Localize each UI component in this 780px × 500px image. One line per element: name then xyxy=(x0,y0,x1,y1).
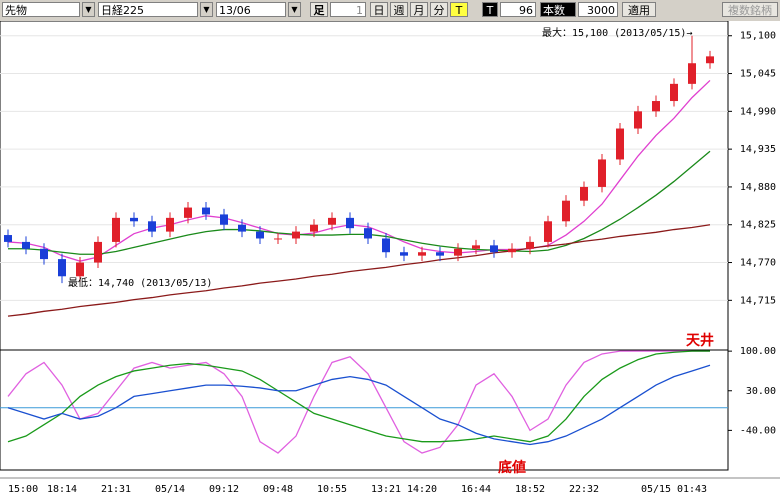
candle-body xyxy=(184,207,192,218)
bars-input[interactable]: 3000 xyxy=(578,2,618,17)
candle-body xyxy=(688,63,696,84)
y-tick-label: 14,715 xyxy=(740,295,776,306)
candle-body xyxy=(436,252,444,256)
x-tick-label: 09:12 xyxy=(209,484,239,495)
candle-body xyxy=(94,241,102,263)
minute-button[interactable]: 分 xyxy=(430,2,448,17)
candle-body xyxy=(4,235,12,242)
x-tick-label: 18:52 xyxy=(515,484,545,495)
y-tick-label: 14,825 xyxy=(740,220,776,231)
candle-body xyxy=(256,231,264,239)
candle-body xyxy=(22,241,30,249)
candle-body xyxy=(202,207,210,215)
series-line xyxy=(7,350,710,443)
candle-body xyxy=(328,217,336,225)
x-tick-label: 14:20 xyxy=(407,484,437,495)
x-tick-label: 09:48 xyxy=(263,484,293,495)
y-tick-label: 14,880 xyxy=(740,182,776,193)
candle-body xyxy=(490,245,498,253)
candle-body xyxy=(346,217,354,229)
series-line xyxy=(7,350,710,454)
tick-label: T xyxy=(482,2,498,17)
candle-body xyxy=(238,224,246,232)
x-tick-label: 22:32 xyxy=(569,484,599,495)
candle-body xyxy=(292,231,300,239)
contract-select[interactable]: 13/06 xyxy=(216,2,286,17)
plot-frame xyxy=(0,21,729,471)
candle-body xyxy=(112,217,120,242)
multi-button[interactable]: 複数銘柄 xyxy=(722,2,778,17)
candle-body xyxy=(670,83,678,102)
series-line xyxy=(8,150,711,255)
series-line xyxy=(7,364,711,446)
monthly-button[interactable]: 月 xyxy=(410,2,428,17)
candle-body xyxy=(562,200,570,222)
candle-body xyxy=(382,238,390,253)
candle-body xyxy=(472,245,480,249)
max-annotation: 最大：15,100 (2013/05/15)→ xyxy=(542,26,692,39)
bottom-annotation: 底値 xyxy=(498,459,526,476)
y-tick-label: 15,045 xyxy=(740,69,776,80)
x-tick-label: 16:44 xyxy=(461,484,491,495)
series-line xyxy=(7,79,711,262)
y-tick-label: 14,770 xyxy=(740,258,776,269)
count-label: 本数 xyxy=(540,2,576,17)
x-tick-label: 05/15 xyxy=(641,484,671,495)
weekly-button[interactable]: 週 xyxy=(390,2,408,17)
toolbar: 先物 ▼ 日経225 ▼ 13/06 ▼ 足 1 日 週 月 分 T T 96 本数 … xyxy=(0,0,780,21)
x-tick-label: 15:00 xyxy=(8,484,38,495)
count-input[interactable]: 96 xyxy=(500,2,536,17)
candle-body xyxy=(58,259,66,277)
candle-body xyxy=(580,186,588,201)
candle-body xyxy=(310,224,318,232)
candle-body xyxy=(634,111,642,129)
x-tick-label: 05/14 xyxy=(155,484,185,495)
candle-body xyxy=(148,221,156,232)
tick-button[interactable]: T xyxy=(450,2,468,17)
candle-body xyxy=(544,221,552,242)
x-tick-label: 21:31 xyxy=(101,484,131,495)
y-tick-label: 15,100 xyxy=(740,31,776,42)
market-select[interactable]: 先物 xyxy=(2,2,80,17)
candle-body xyxy=(166,217,174,232)
candle-body xyxy=(616,128,624,160)
candle-body xyxy=(652,101,660,112)
candle-body xyxy=(418,252,426,256)
y-tick-label: 14,935 xyxy=(740,144,776,155)
candle-body xyxy=(508,248,516,253)
dropdown[interactable]: ▼ xyxy=(288,2,301,17)
candle-body xyxy=(220,214,228,225)
y-tick-label: 14,990 xyxy=(740,106,776,117)
y-tick-label: 100.00 xyxy=(740,346,776,357)
top-annotation: 天井 xyxy=(686,332,714,349)
candle-body xyxy=(130,217,138,222)
candle-body xyxy=(526,241,534,249)
x-tick-label: 01:43 xyxy=(677,484,707,495)
y-tick-label: -40.00 xyxy=(740,425,776,436)
min-annotation: 最低：14,740 (2013/05/13) xyxy=(68,276,212,289)
candle-body xyxy=(40,248,48,260)
dropdown[interactable]: ▼ xyxy=(82,2,95,17)
x-tick-label: 18:14 xyxy=(47,484,77,495)
series-line xyxy=(7,224,711,317)
dropdown[interactable]: ▼ xyxy=(200,2,213,17)
candle-body xyxy=(400,252,408,256)
candle-body xyxy=(598,159,606,187)
chart: 15,100 15,045 14,990 14,935 14,880 14,825 14,7… xyxy=(0,21,780,495)
candle-body xyxy=(454,248,462,256)
apply-button[interactable]: 適用 xyxy=(622,2,656,17)
daily-button[interactable]: 日 xyxy=(370,2,388,17)
bar-label: 足 xyxy=(310,2,328,17)
candle-body xyxy=(364,228,372,239)
y-tick-label: 30.00 xyxy=(746,386,776,397)
bar-input[interactable]: 1 xyxy=(330,2,366,17)
x-tick-label: 10:55 xyxy=(317,484,347,495)
candle-body xyxy=(274,238,282,240)
symbol-select[interactable]: 日経225 xyxy=(98,2,198,17)
candle-body xyxy=(76,262,84,277)
candle-body xyxy=(706,56,714,64)
x-tick-label: 13:21 xyxy=(371,484,401,495)
